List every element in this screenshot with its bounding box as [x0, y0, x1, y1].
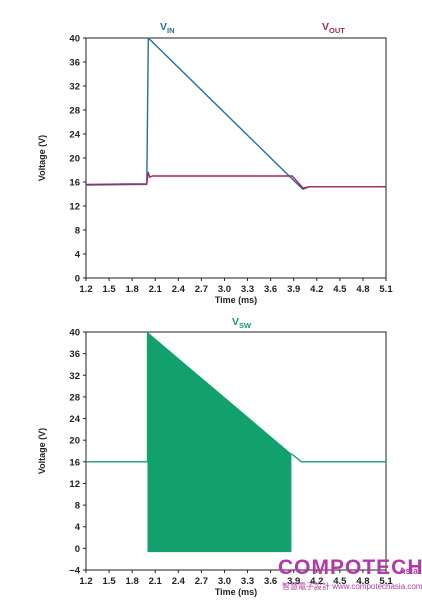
legend-entry-sw: VSW	[232, 316, 252, 330]
x-tick-label: 3.3	[241, 576, 254, 587]
x-tick-label: 1.8	[126, 576, 139, 587]
plot-frame	[85, 37, 387, 279]
legend-entry-in: VIN	[160, 21, 175, 35]
y-tick-label: 32	[69, 82, 80, 93]
x-tick-label: 3.9	[287, 284, 300, 295]
watermark-sub: 智慧電子設計 www.compotechasia.com	[282, 582, 422, 591]
x-tick-label: 1.2	[79, 284, 92, 295]
x-tick-label: 3.9	[287, 576, 300, 587]
x-tick-label: 2.4	[172, 576, 186, 587]
y-tick-label: 4	[75, 522, 81, 533]
x-tick-label: 1.2	[79, 576, 92, 587]
vsw-switching-band	[147, 332, 292, 553]
x-axis-label: Time (ms)	[215, 587, 257, 597]
y-tick-label: 20	[69, 436, 80, 447]
y-tick-label: 4	[75, 250, 81, 261]
y-tick-label: 16	[69, 178, 80, 189]
y-tick-label: 32	[69, 371, 80, 382]
y-tick-label: 40	[69, 34, 80, 45]
x-tick-label: 3.6	[264, 284, 277, 295]
x-tick-label: 4.8	[356, 576, 369, 587]
x-tick-label: 4.2	[310, 576, 323, 587]
y-tick-label: −4	[69, 566, 81, 577]
x-tick-label: 3.0	[218, 576, 231, 587]
series-line-vout	[85, 171, 386, 189]
x-tick-label: 4.8	[356, 284, 369, 295]
y-tick-label: 0	[75, 544, 80, 555]
y-tick-label: 24	[69, 130, 80, 141]
x-tick-label: 4.2	[310, 284, 323, 295]
y-tick-label: 12	[69, 479, 80, 490]
x-axis-label: Time (ms)	[215, 295, 257, 305]
y-tick-label: 40	[69, 328, 80, 339]
vsw-line-pre	[86, 332, 149, 463]
legend-entry-out: VOUT	[322, 21, 345, 35]
x-tick-label: 2.7	[195, 576, 208, 587]
y-tick-label: 28	[69, 392, 80, 403]
plot-frame	[85, 331, 387, 571]
y-tick-label: 20	[69, 154, 80, 165]
x-tick-label: 3.0	[218, 284, 231, 295]
y-tick-label: 28	[69, 106, 80, 117]
y-tick-label: 24	[69, 414, 80, 425]
x-tick-label: 4.5	[333, 576, 347, 587]
x-tick-label: 2.4	[172, 284, 186, 295]
y-axis-label: Voltage (V)	[37, 135, 47, 181]
x-tick-label: 2.1	[149, 576, 163, 587]
x-tick-label: 5.1	[379, 576, 393, 587]
y-tick-label: 12	[69, 202, 80, 213]
x-tick-label: 1.8	[126, 284, 139, 295]
x-tick-label: 3.3	[241, 284, 254, 295]
x-tick-label: 4.5	[333, 284, 347, 295]
watermark-logo: COMPOTECH Asia 智慧電子設計 www.compotechasia.…	[278, 556, 422, 598]
vsw-line-post	[290, 453, 386, 463]
x-tick-label: 2.7	[195, 284, 208, 295]
y-tick-label: 8	[75, 501, 80, 512]
y-axis-label: Voltage (V)	[37, 428, 47, 474]
y-tick-label: 0	[75, 274, 80, 285]
y-tick-label: 36	[69, 58, 80, 69]
watermark-suffix: Asia	[399, 566, 419, 576]
x-tick-label: 3.6	[264, 576, 277, 587]
x-tick-label: 5.1	[379, 284, 393, 295]
chart-panel-2: 1.2 1.5 1.8 2.1 2.4 2.7 3.0 3.3 3.6 3.9 4.2 4.5 4.8 5…	[37, 316, 393, 597]
watermark-main: COMPOTECH	[278, 556, 422, 579]
x-tick-label: 2.1	[149, 284, 163, 295]
x-tick-label: 1.5	[102, 576, 116, 587]
series-line-vin	[85, 37, 386, 190]
y-tick-label: 16	[69, 457, 80, 468]
y-tick-label: 36	[69, 349, 80, 360]
chart-panel-1: 1.2 1.5 1.8 2.1 2.4 2.7 3.0 3.3 3.6 3.9 4.2 4.5 4.8 5…	[37, 21, 393, 305]
x-tick-label: 1.5	[102, 284, 116, 295]
y-tick-label: 8	[75, 226, 80, 237]
